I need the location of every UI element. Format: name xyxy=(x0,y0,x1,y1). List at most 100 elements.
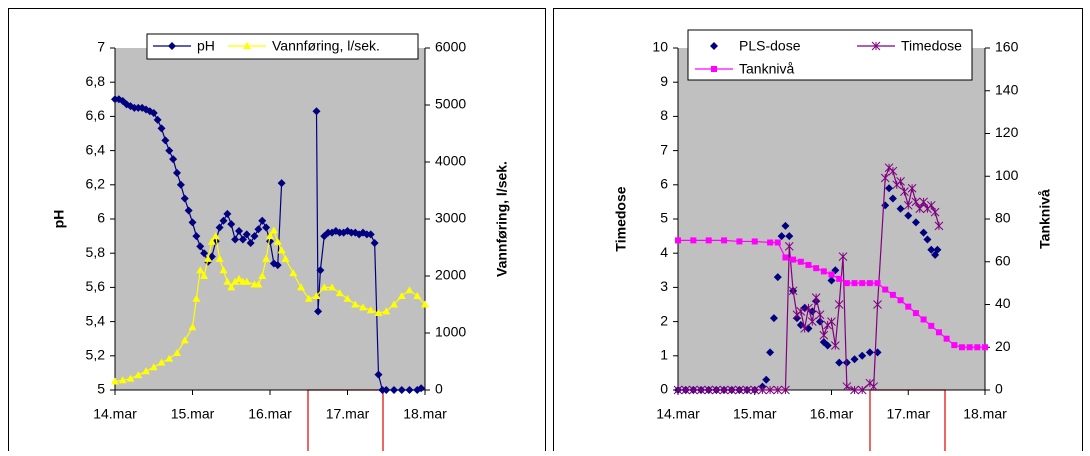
y2-tick-label: 0 xyxy=(995,381,1003,397)
marker-triangle xyxy=(180,336,189,344)
marker-triangle xyxy=(335,289,344,297)
y-tick-label: 6,4 xyxy=(86,141,106,157)
marker-diamond xyxy=(919,228,928,237)
marker-square xyxy=(751,238,758,245)
marker-star xyxy=(719,385,729,395)
y2-tick-label: 2000 xyxy=(435,267,466,283)
marker-diamond xyxy=(762,375,771,384)
marker-diamond xyxy=(273,261,282,270)
marker-diamond xyxy=(923,235,932,244)
marker-square xyxy=(882,286,889,293)
marker-diamond xyxy=(865,348,874,357)
marker-square xyxy=(889,291,896,298)
y-tick-label: 5,6 xyxy=(86,278,106,294)
marker-diamond xyxy=(370,238,379,247)
marker-star xyxy=(788,286,798,296)
marker-diamond xyxy=(896,204,905,213)
marker-square xyxy=(920,316,927,323)
marker-square xyxy=(690,237,697,244)
marker-triangle xyxy=(281,254,290,262)
y-tick-label: 0 xyxy=(660,381,668,397)
marker-diamond xyxy=(161,136,170,145)
marker-square xyxy=(897,297,904,304)
y2-tick-label: 60 xyxy=(995,252,1011,268)
legend-label: Vannføring, l/sek. xyxy=(272,38,380,54)
marker-triangle xyxy=(165,354,174,362)
marker-square xyxy=(843,280,850,287)
marker-triangle xyxy=(149,363,158,371)
marker-diamond xyxy=(405,386,414,394)
marker-star xyxy=(850,385,859,395)
y2-tick-label: 140 xyxy=(995,81,1019,97)
y2-axis-title: Tanknivå xyxy=(1037,189,1053,249)
marker-diamond xyxy=(933,245,942,254)
marker-triangle xyxy=(223,277,232,285)
y2-tick-label: 4000 xyxy=(435,153,466,169)
marker-square xyxy=(813,265,820,272)
marker-diamond xyxy=(858,351,867,360)
marker-triangle xyxy=(243,42,251,49)
marker-square xyxy=(711,66,717,72)
marker-diamond xyxy=(277,179,286,188)
marker-triangle xyxy=(157,358,166,366)
plot-area xyxy=(115,48,425,390)
y-tick-label: 2 xyxy=(660,312,668,328)
marker-star xyxy=(919,197,928,207)
marker-star xyxy=(796,306,806,316)
marker-diamond xyxy=(227,220,236,229)
marker-star xyxy=(857,385,867,395)
marker-star xyxy=(819,330,829,340)
y2-tick-label: 1000 xyxy=(435,324,466,340)
marker-star xyxy=(900,187,909,196)
marker-star xyxy=(903,200,913,210)
marker-diamond xyxy=(215,223,224,232)
marker-star xyxy=(696,385,706,395)
marker-star xyxy=(880,173,890,183)
marker-diamond xyxy=(223,209,232,218)
marker-triangle xyxy=(242,277,251,285)
y-tick-label: 5,4 xyxy=(86,312,106,328)
marker-star xyxy=(926,200,936,210)
marker-star xyxy=(742,385,752,395)
marker-square xyxy=(736,238,743,245)
marker-diamond xyxy=(397,386,406,394)
marker-triangle xyxy=(173,348,181,356)
x-tick-label: 18.mar xyxy=(403,406,447,422)
marker-square xyxy=(982,344,988,351)
marker-triangle xyxy=(374,309,383,317)
marker-diamond xyxy=(258,216,267,225)
marker-diamond xyxy=(710,42,718,50)
marker-triangle xyxy=(405,286,414,294)
marker-triangle xyxy=(211,232,220,240)
marker-star xyxy=(888,166,898,176)
y-tick-label: 10 xyxy=(652,39,668,55)
marker-square xyxy=(874,280,881,287)
marker-triangle xyxy=(254,280,263,288)
marker-triangle xyxy=(188,323,197,331)
marker-square xyxy=(866,280,873,287)
marker-star xyxy=(800,324,809,333)
marker-triangle xyxy=(219,266,228,274)
marker-star xyxy=(773,385,783,395)
marker-diamond xyxy=(192,232,201,241)
marker-diamond xyxy=(785,232,794,241)
marker-square xyxy=(851,280,858,287)
marker-star xyxy=(811,293,821,303)
marker-triangle xyxy=(196,266,205,274)
y-tick-label: 6 xyxy=(660,176,668,192)
marker-diamond xyxy=(176,180,185,189)
marker-diamond xyxy=(165,146,174,155)
y2-tick-label: 40 xyxy=(995,295,1011,311)
legend-box xyxy=(146,33,419,60)
marker-diamond xyxy=(382,386,391,394)
x-tick-label: 14.mar xyxy=(93,406,137,422)
marker-diamond xyxy=(250,232,259,241)
y2-tick-label: 80 xyxy=(995,210,1011,226)
y-tick-label: 7 xyxy=(97,39,105,55)
marker-diamond xyxy=(769,314,778,323)
legend-label: Tanknivå xyxy=(739,61,794,77)
marker-diamond xyxy=(312,107,321,116)
marker-diamond xyxy=(366,230,375,239)
marker-square xyxy=(828,271,835,278)
marker-square xyxy=(721,237,728,244)
